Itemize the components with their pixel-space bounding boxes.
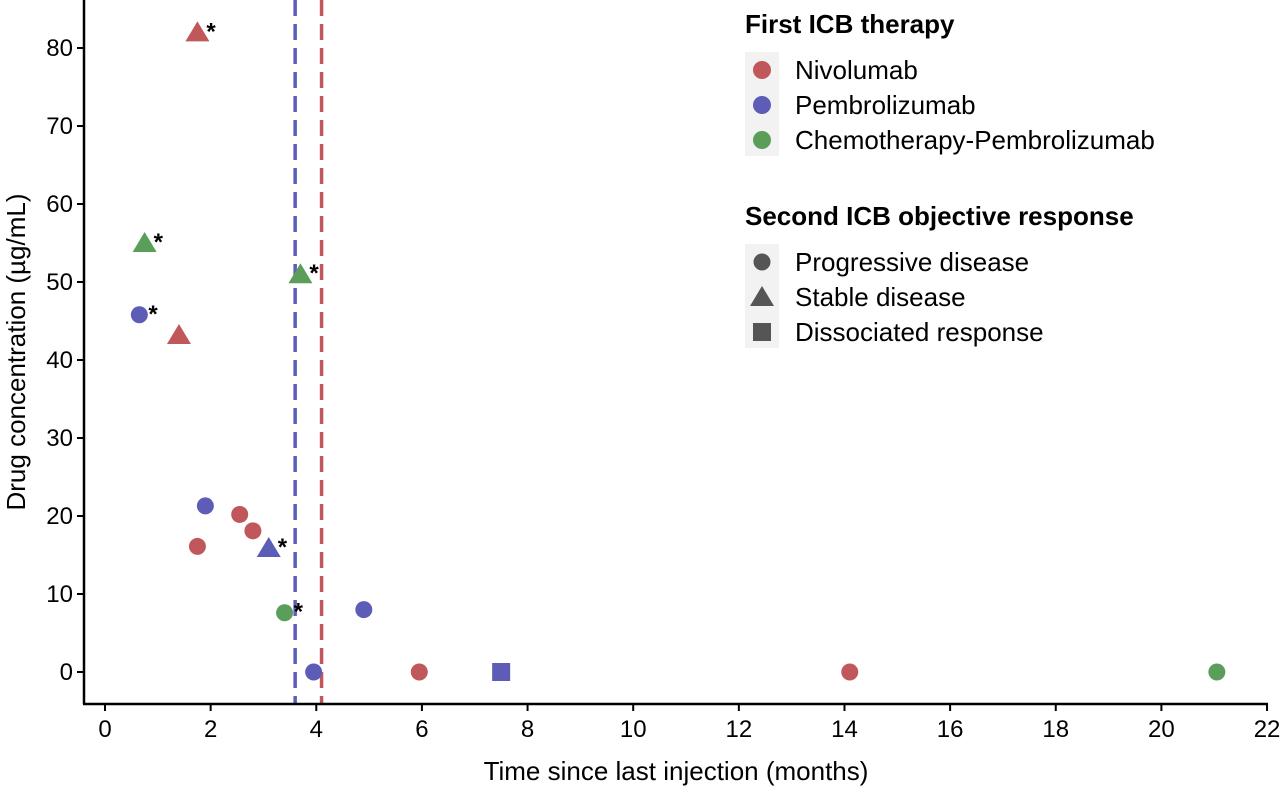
y-tick-label-80: 80 bbox=[46, 35, 73, 62]
legend-shape-label-1: Stable disease bbox=[795, 282, 966, 312]
x-tick-label-2: 2 bbox=[204, 716, 217, 743]
data-label-3: * bbox=[148, 301, 158, 328]
data-point-9 bbox=[256, 536, 281, 557]
x-tick-label-10: 10 bbox=[620, 716, 647, 743]
legend-color-title: First ICB therapy bbox=[745, 9, 955, 39]
legend-shape-key-2 bbox=[753, 323, 771, 341]
y-tick-label-30: 30 bbox=[46, 425, 73, 452]
y-tick-label-0: 0 bbox=[60, 659, 73, 686]
data-point-14 bbox=[492, 663, 511, 681]
x-tick-label-6: 6 bbox=[415, 716, 428, 743]
data-point-10 bbox=[276, 604, 294, 622]
data-point-5 bbox=[196, 497, 214, 515]
y-axis-title: Drug concentration (µg/mL) bbox=[1, 193, 31, 510]
x-tick-label-20: 20 bbox=[1148, 716, 1175, 743]
legend-color-label-2: Chemotherapy-Pembrolizumab bbox=[795, 125, 1155, 155]
data-point-16 bbox=[1208, 663, 1226, 681]
legend-color-label-0: Nivolumab bbox=[795, 55, 918, 85]
data-label-2: * bbox=[309, 260, 319, 287]
x-tick-label-12: 12 bbox=[725, 716, 752, 743]
x-tick-label-0: 0 bbox=[98, 716, 111, 743]
x-tick-label-4: 4 bbox=[310, 716, 323, 743]
data-point-1 bbox=[132, 232, 157, 252]
y-tick-label-10: 10 bbox=[46, 581, 73, 608]
data-point-12 bbox=[305, 663, 323, 681]
y-tick-label-70: 70 bbox=[46, 113, 73, 140]
x-tick-label-18: 18 bbox=[1042, 716, 1069, 743]
legend-shape-key-0 bbox=[753, 253, 771, 271]
data-point-13 bbox=[410, 663, 428, 681]
data-point-7 bbox=[244, 522, 262, 540]
x-tick-label-14: 14 bbox=[831, 716, 858, 743]
data-point-2 bbox=[288, 263, 313, 284]
legend-color-entries: Nivolumab Pembrolizumab Chemotherapy-Pembr… bbox=[753, 55, 1155, 155]
x-tick-label-22: 22 bbox=[1254, 716, 1280, 743]
data-points: * * * * * * bbox=[130, 18, 1226, 681]
legend-color-key-1 bbox=[753, 96, 771, 114]
y-tick-label-40: 40 bbox=[46, 347, 73, 374]
legend-shape-title: Second ICB objective response bbox=[745, 201, 1134, 231]
data-point-6 bbox=[231, 505, 249, 523]
y-tick-label-50: 50 bbox=[46, 269, 73, 296]
reference-lines bbox=[293, 0, 324, 704]
x-tick-label-8: 8 bbox=[521, 716, 534, 743]
y-tick-label-20: 20 bbox=[46, 503, 73, 530]
legend-shape-key-1 bbox=[750, 286, 774, 306]
x-ticks: 0 2 4 6 8 10 12 14 16 18 20 22 bbox=[98, 704, 1280, 743]
data-point-4 bbox=[166, 324, 191, 345]
data-point-8 bbox=[188, 537, 206, 555]
legend-shape-label-0: Progressive disease bbox=[795, 247, 1029, 277]
legend-shape-entries: Progressive disease Stable disease Dissoci… bbox=[750, 247, 1044, 347]
legend-color-key-2 bbox=[753, 131, 771, 149]
y-ticks: 0 10 20 30 40 50 60 70 80 bbox=[46, 35, 84, 686]
data-point-3 bbox=[130, 306, 148, 324]
data-label-9: * bbox=[278, 534, 288, 561]
x-axis-title: Time since last injection (months) bbox=[484, 756, 869, 786]
data-label-0: * bbox=[206, 18, 216, 45]
data-point-0 bbox=[185, 21, 210, 42]
data-point-11 bbox=[355, 601, 373, 619]
legend-shape-label-2: Dissociated response bbox=[795, 317, 1044, 347]
legend-color-label-1: Pembrolizumab bbox=[795, 90, 976, 120]
axes bbox=[82, 0, 1268, 706]
data-label-1: * bbox=[154, 229, 164, 256]
data-point-15 bbox=[841, 663, 859, 681]
legend-color-key-0 bbox=[753, 61, 771, 79]
legend: First ICB therapy Nivolumab Pembrolizumab… bbox=[745, 9, 1155, 348]
x-tick-label-16: 16 bbox=[937, 716, 964, 743]
y-tick-label-60: 60 bbox=[46, 191, 73, 218]
data-label-10: * bbox=[294, 599, 304, 626]
